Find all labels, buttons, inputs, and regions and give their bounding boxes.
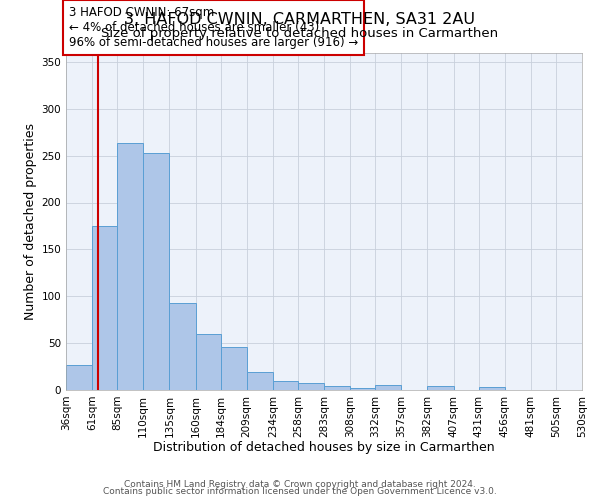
Text: 3, HAFOD CWNIN, CARMARTHEN, SA31 2AU: 3, HAFOD CWNIN, CARMARTHEN, SA31 2AU bbox=[125, 12, 476, 28]
Bar bbox=[66, 364, 92, 390]
Bar bbox=[117, 144, 143, 390]
Bar bbox=[479, 387, 505, 390]
Bar bbox=[375, 386, 401, 390]
Bar bbox=[143, 153, 169, 390]
Y-axis label: Number of detached properties: Number of detached properties bbox=[24, 122, 37, 320]
Bar bbox=[196, 334, 221, 390]
Bar bbox=[582, 387, 600, 390]
Bar bbox=[247, 372, 273, 390]
Bar bbox=[221, 347, 247, 390]
Text: 3 HAFOD CWNIN: 67sqm
← 4% of detached houses are smaller (43)
96% of semi-detach: 3 HAFOD CWNIN: 67sqm ← 4% of detached ho… bbox=[68, 6, 358, 49]
Bar bbox=[350, 388, 375, 390]
Bar bbox=[427, 386, 454, 390]
Text: Contains HM Land Registry data © Crown copyright and database right 2024.: Contains HM Land Registry data © Crown c… bbox=[124, 480, 476, 489]
Bar bbox=[169, 303, 196, 390]
Text: Contains public sector information licensed under the Open Government Licence v3: Contains public sector information licen… bbox=[103, 487, 497, 496]
Bar bbox=[273, 380, 298, 390]
Bar bbox=[298, 382, 324, 390]
Bar bbox=[324, 386, 350, 390]
Text: Size of property relative to detached houses in Carmarthen: Size of property relative to detached ho… bbox=[101, 28, 499, 40]
Bar bbox=[92, 226, 117, 390]
X-axis label: Distribution of detached houses by size in Carmarthen: Distribution of detached houses by size … bbox=[153, 441, 495, 454]
